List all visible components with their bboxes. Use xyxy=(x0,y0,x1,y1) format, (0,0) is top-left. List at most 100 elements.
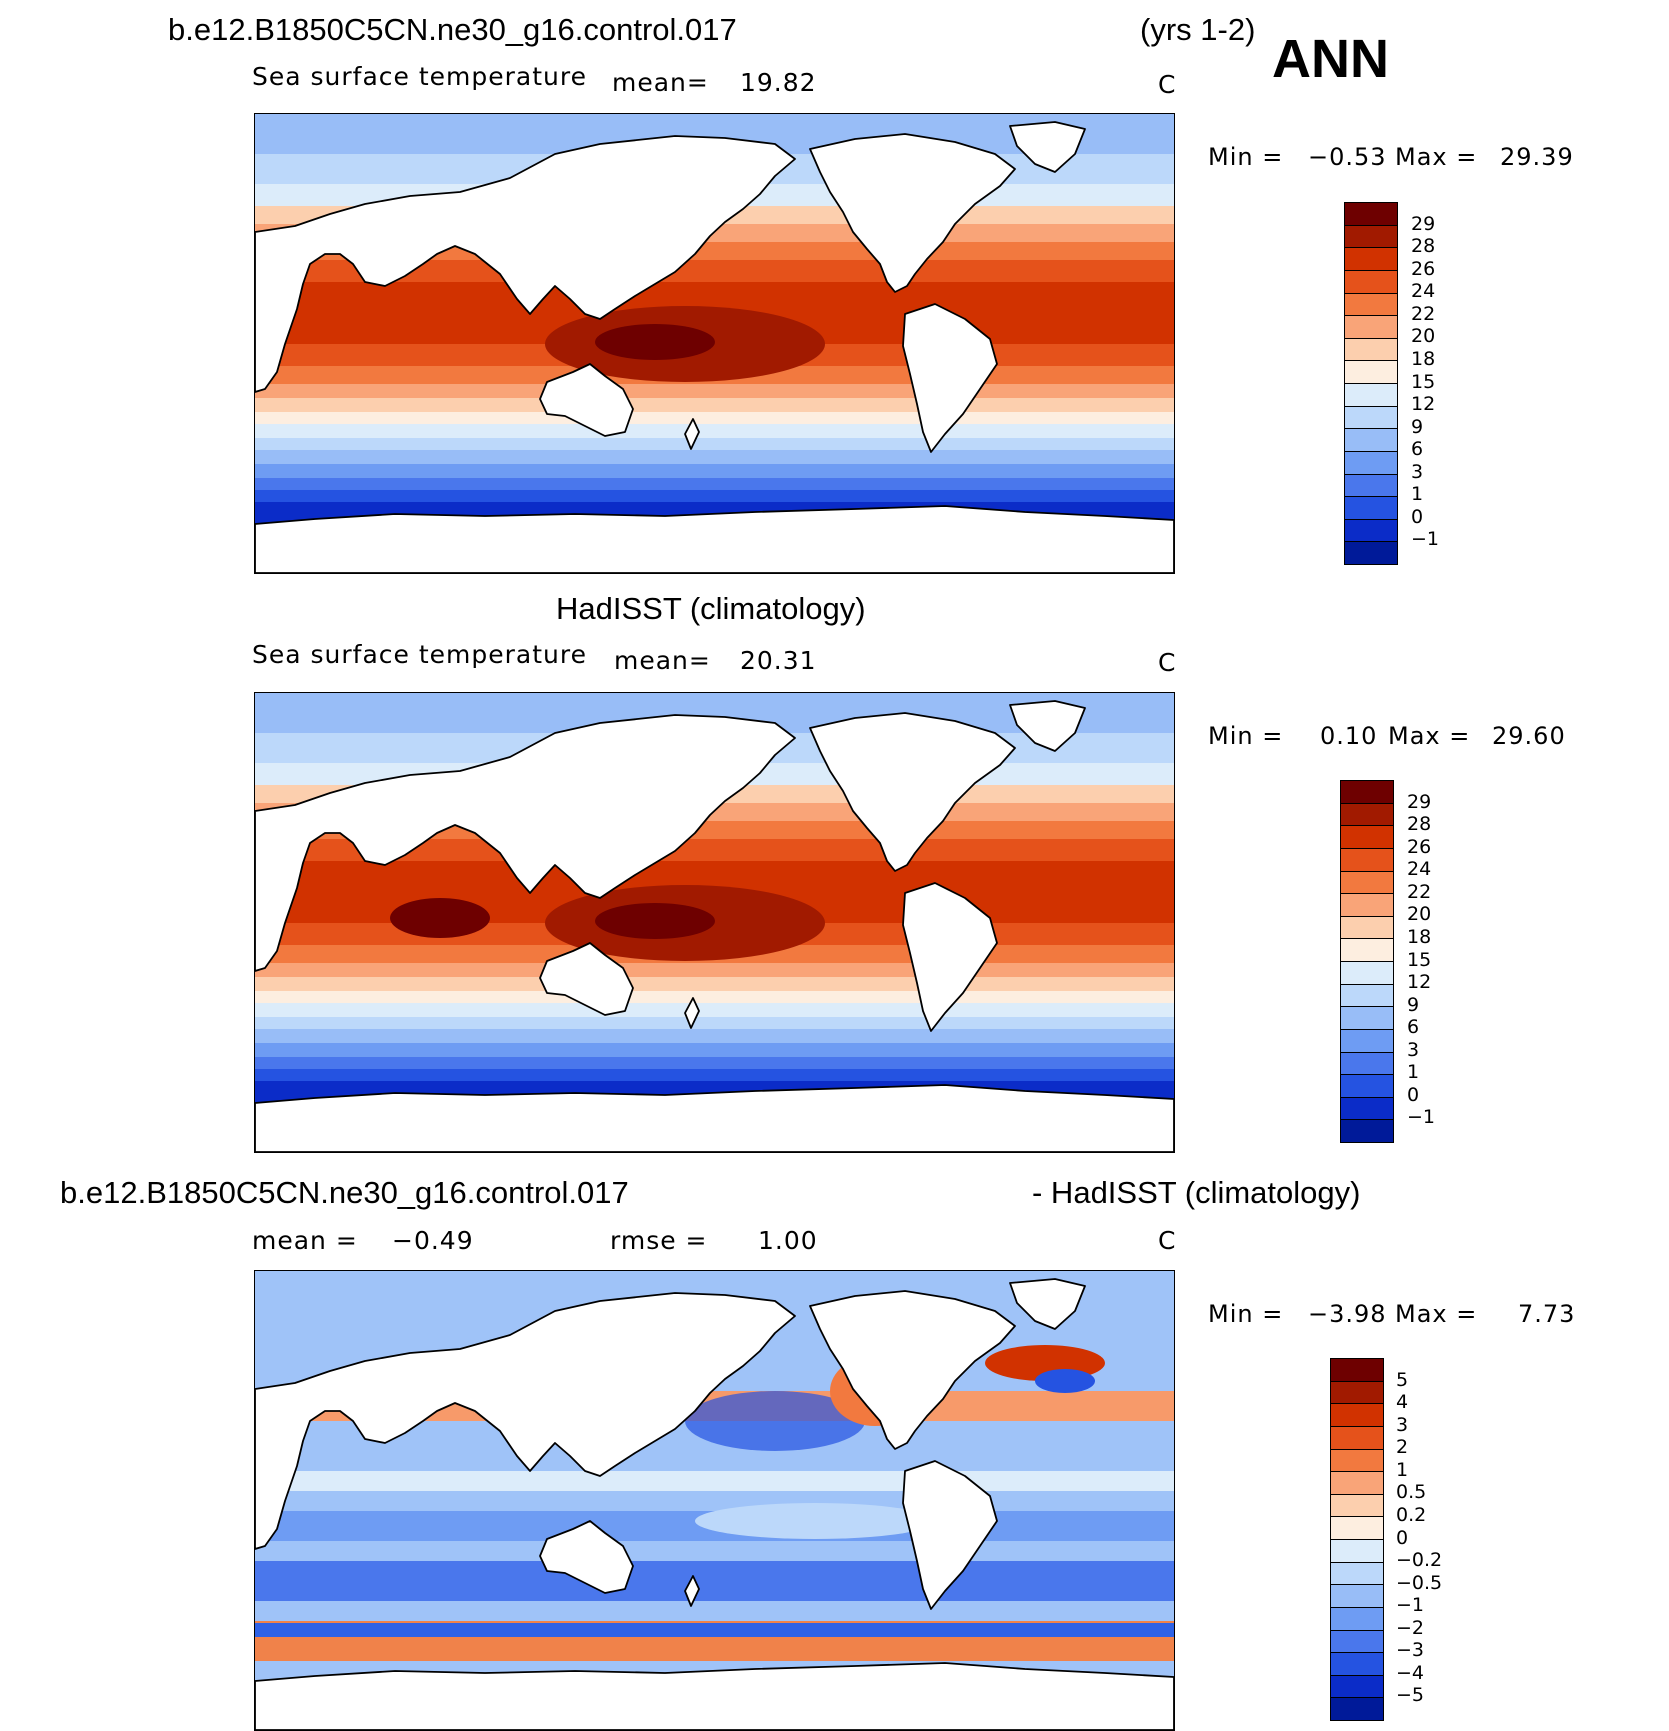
colorbar-segment xyxy=(1331,1629,1383,1653)
colorbar-segment xyxy=(1341,825,1393,848)
continent xyxy=(1009,700,1086,752)
colorbar-segment xyxy=(1331,1359,1383,1381)
colorbar-segment xyxy=(1331,1561,1383,1585)
sst-band xyxy=(255,424,1174,438)
colorbar-tick-label: −0.5 xyxy=(1396,1571,1443,1594)
colorbar-tick-label: 22 xyxy=(1407,880,1432,903)
colorbar-tick-label: 15 xyxy=(1411,370,1436,393)
years-label: (yrs 1-2) xyxy=(1140,12,1256,47)
colorbar-segment xyxy=(1345,383,1397,406)
continent xyxy=(1009,121,1086,173)
colorbar-segment xyxy=(1341,1119,1393,1142)
panel3-colorbar xyxy=(1330,1358,1384,1721)
colorbar-segment xyxy=(1331,1403,1383,1426)
land-masses xyxy=(255,121,1174,573)
colorbar-tick-label: 0 xyxy=(1396,1526,1409,1549)
diff-band xyxy=(255,1623,1174,1637)
panel1-max-value: 29.39 xyxy=(1500,143,1574,171)
warm-pool-core xyxy=(595,324,715,360)
panel3-max-value: 7.73 xyxy=(1518,1300,1576,1328)
panel2-colorbar xyxy=(1340,780,1394,1143)
sst-band xyxy=(255,991,1174,1003)
sst-band xyxy=(255,963,1174,977)
colorbar-tick-label: 1 xyxy=(1411,483,1424,506)
sst-band xyxy=(255,384,1174,398)
season-label: ANN xyxy=(1272,29,1389,89)
panel1-colorbar xyxy=(1344,202,1398,565)
colorbar-segment xyxy=(1341,802,1393,826)
colorbar-tick-label: 20 xyxy=(1407,903,1432,926)
colorbar-segment xyxy=(1341,1074,1393,1097)
colorbar-segment xyxy=(1341,961,1393,984)
colorbar-tick-label: −3 xyxy=(1396,1639,1425,1662)
continent xyxy=(255,505,1174,573)
panel3-mean-label: mean = xyxy=(252,1226,358,1255)
colorbar-segment xyxy=(1341,938,1393,961)
panel2-min-label: Min = xyxy=(1208,722,1284,750)
panel2-title: HadISST (climatology) xyxy=(556,591,866,626)
sst-band xyxy=(255,464,1174,478)
panel3-rmse-value: 1.00 xyxy=(758,1226,818,1255)
colorbar-segment xyxy=(1345,315,1397,338)
colorbar-tick-label: 20 xyxy=(1411,325,1436,348)
colorbar-tick-label: 5 xyxy=(1396,1368,1409,1391)
colorbar-segment xyxy=(1341,893,1393,916)
colorbar-tick-label: 0.5 xyxy=(1396,1481,1427,1504)
continent xyxy=(539,363,634,437)
colorbar-segment xyxy=(1345,247,1397,270)
panel1-min-value: −0.53 xyxy=(1308,143,1387,171)
sst-band xyxy=(255,1017,1174,1029)
panel1-map xyxy=(254,113,1175,574)
colorbar-segment xyxy=(1331,1493,1383,1517)
colorbar-segment xyxy=(1331,1471,1383,1494)
colorbar-segment xyxy=(1345,337,1397,361)
colorbar-segment xyxy=(1331,1674,1383,1698)
sst-band xyxy=(255,839,1174,861)
case-title: b.e12.B1850C5CN.ne30_g16.control.017 xyxy=(168,12,737,47)
colorbar-segment xyxy=(1345,224,1397,248)
colorbar-tick-label: 3 xyxy=(1407,1038,1420,1061)
colorbar-tick-label: 9 xyxy=(1411,415,1424,438)
colorbar-tick-label: 12 xyxy=(1407,971,1432,994)
sst-band xyxy=(255,260,1174,282)
colorbar-tick-label: 28 xyxy=(1407,813,1432,836)
panel3-map xyxy=(254,1270,1175,1731)
colorbar-tick-label: 1 xyxy=(1407,1061,1420,1084)
sst-band xyxy=(255,1057,1174,1069)
colorbar-segment xyxy=(1341,781,1393,803)
colorbar-tick-label: −5 xyxy=(1396,1684,1425,1707)
panel3-mean-value: −0.49 xyxy=(392,1226,474,1255)
land-masses xyxy=(255,700,1174,1152)
continent xyxy=(255,1292,796,1550)
indian-ocean-core xyxy=(390,898,490,938)
colorbar-segment xyxy=(1331,1448,1383,1472)
colorbar-tick-label: 18 xyxy=(1407,925,1432,948)
sst-band xyxy=(255,1069,1174,1081)
colorbar-tick-label: 3 xyxy=(1411,460,1424,483)
panel3-title-right: - HadISST (climatology) xyxy=(1032,1175,1361,1210)
colorbar-segment xyxy=(1341,847,1393,871)
continent xyxy=(809,712,1016,872)
land-masses xyxy=(255,1278,1174,1730)
panel3-min-value: −3.98 xyxy=(1308,1300,1387,1328)
colorbar-segment xyxy=(1331,1652,1383,1675)
panel1-max-label: Max = xyxy=(1395,143,1478,171)
sst-band xyxy=(255,1029,1174,1043)
panel1-mean-label: mean= xyxy=(612,68,709,97)
sst-band xyxy=(255,490,1174,502)
colorbar-segment xyxy=(1341,1028,1393,1052)
colorbar-tick-label: 1 xyxy=(1396,1458,1409,1481)
colorbar-segment xyxy=(1341,1006,1393,1029)
sst-band xyxy=(255,1003,1174,1017)
colorbar-segment xyxy=(1345,541,1397,564)
colorbar-tick-label: 12 xyxy=(1411,393,1436,416)
panel2-units: C xyxy=(1158,648,1177,677)
panel2-variable: Sea surface temperature xyxy=(252,640,587,669)
continent xyxy=(255,1084,1174,1152)
colorbar-tick-label: −4 xyxy=(1396,1661,1425,1684)
colorbar-tick-label: 18 xyxy=(1411,347,1436,370)
colorbar-tick-label: 0 xyxy=(1411,505,1424,528)
colorbar-tick-label: 26 xyxy=(1407,835,1432,858)
diff-band-patch xyxy=(695,1503,935,1539)
colorbar-tick-label: −1 xyxy=(1396,1594,1425,1617)
